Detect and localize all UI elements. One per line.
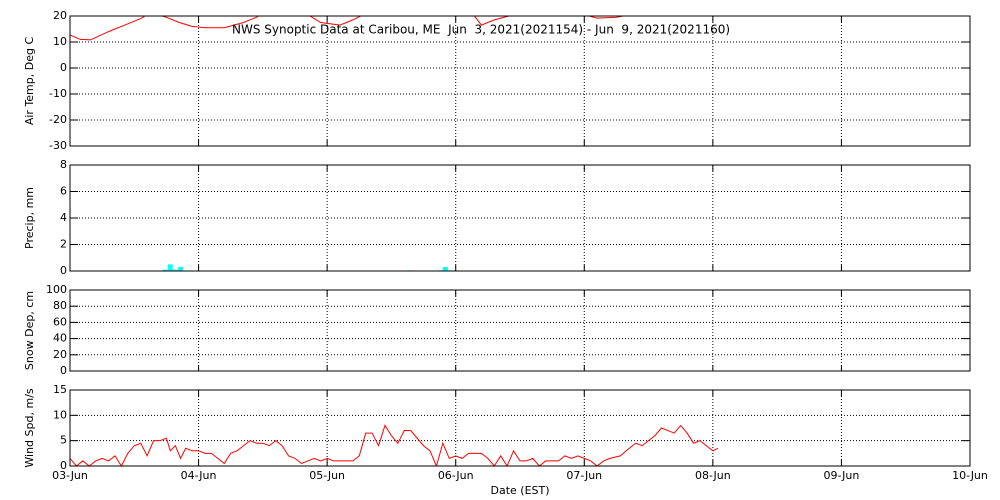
bar	[167, 264, 173, 271]
y-tick-label: 6	[60, 185, 67, 198]
frame	[69, 15, 971, 147]
y-tick-label: -30	[49, 139, 67, 152]
y-tick-label: 4	[60, 211, 67, 224]
x-tick-label: 08-Jun	[695, 469, 731, 482]
y-tick-label: 10	[53, 35, 67, 48]
y-tick-label: 60	[53, 315, 67, 328]
plot-area	[70, 16, 626, 41]
y-tick-label: 15	[53, 383, 67, 396]
x-tick-label: 04-Jun	[181, 469, 217, 482]
y-tick-label: -20	[49, 113, 67, 126]
bar	[442, 267, 448, 271]
y-tick-label: -10	[49, 87, 67, 100]
y-tick-label: 0	[60, 459, 67, 472]
x-tick-label: 05-Jun	[309, 469, 345, 482]
frame	[69, 164, 971, 272]
y-axis-label: Snow Dep, cm	[23, 291, 36, 370]
x-tick-label: 03-Jun	[52, 469, 88, 482]
x-axis-label: Date (EST)	[490, 484, 549, 497]
data-line	[70, 424, 719, 466]
y-tick-label: 0	[60, 264, 67, 277]
x-tick-label: 09-Jun	[824, 469, 860, 482]
x-tick-label: 07-Jun	[566, 469, 602, 482]
y-axis-label: Air Temp, Deg C	[23, 37, 36, 126]
frame	[69, 289, 971, 372]
x-tick-label: 06-Jun	[438, 469, 474, 482]
frame	[69, 389, 971, 467]
data-line	[70, 16, 626, 41]
y-tick-label: 100	[46, 283, 67, 296]
chart-title: NWS Synoptic Data at Caribou, ME Jun 3, …	[232, 23, 730, 37]
y-axis-label: Precip, mm	[23, 187, 36, 249]
y-tick-label: 0	[60, 61, 67, 74]
bar	[172, 269, 178, 271]
y-tick-label: 8	[60, 158, 67, 171]
plot-area	[162, 264, 454, 271]
plot-area	[70, 424, 719, 466]
y-tick-label: 80	[53, 299, 67, 312]
y-tick-label: 20	[53, 9, 67, 22]
y-axis-label: Wind Spd, m/s	[23, 388, 36, 468]
bar	[178, 267, 184, 271]
y-tick-label: 0	[60, 364, 67, 377]
y-tick-label: 2	[60, 238, 67, 251]
y-tick-label: 5	[60, 434, 67, 447]
y-tick-label: 20	[53, 348, 67, 361]
bar	[162, 269, 168, 271]
x-tick-label: 10-Jun	[952, 469, 988, 482]
y-tick-label: 40	[53, 332, 67, 345]
y-tick-label: 10	[53, 408, 67, 421]
